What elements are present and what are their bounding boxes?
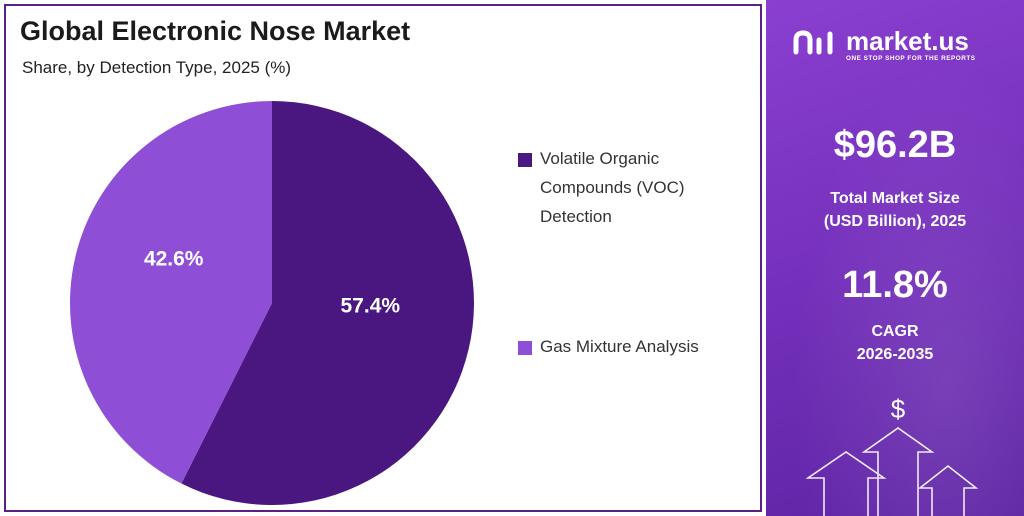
brand-tagline: ONE STOP SHOP FOR THE REPORTS: [846, 55, 976, 62]
cagr-label: CAGR: [871, 323, 919, 340]
brand-name: market.us: [846, 26, 969, 56]
chart-panel: Global Electronic Nose Market Share, by …: [4, 4, 762, 512]
arrows-decoration: $: [805, 394, 979, 516]
chart-subtitle: Share, by Detection Type, 2025 (%): [22, 58, 291, 78]
market-size-label-2: (USD Billion), 2025: [823, 213, 967, 230]
cagr-value: 11.8%: [842, 264, 948, 306]
dollar-icon: $: [891, 394, 906, 424]
legend-item-voc: Volatile Organic Compounds (VOC) Detecti…: [518, 144, 738, 231]
pie-chart: 57.4% 42.6%: [69, 100, 475, 505]
market-size-label-1: Total Market Size: [830, 190, 960, 207]
pie-slice-gas: [69, 100, 272, 484]
legend-label-voc-line2: Compounds (VOC): [540, 178, 685, 197]
legend-swatch-gas: [518, 341, 532, 355]
subtitle-suffix: , 2025 (%): [212, 58, 292, 77]
subtitle-dimension: Detection Type: [99, 58, 213, 77]
cagr-period: 2026-2035: [856, 346, 934, 363]
stats-panel: $ market.us ONE STOP SHOP FOR THE REPORT…: [766, 0, 1024, 516]
arrow-up-icon: [861, 427, 935, 516]
legend-swatch-voc: [518, 153, 532, 167]
brand-logo: market.us ONE STOP SHOP FOR THE REPORTS: [792, 24, 1012, 64]
arrow-up-icon: [805, 451, 887, 516]
market-size-value: $96.2B: [833, 124, 957, 166]
legend-item-gas: Gas Mixture Analysis: [518, 332, 738, 361]
pie-data-label-voc: 57.4%: [341, 294, 401, 317]
legend-label-voc-line3: Detection: [540, 207, 612, 226]
legend-label-gas: Gas Mixture Analysis: [540, 337, 699, 356]
pie-data-label-gas: 42.6%: [144, 248, 204, 271]
market-us-logo-icon: [793, 30, 833, 55]
subtitle-prefix: Share, by: [22, 58, 100, 77]
pie-slice-voc: [181, 101, 475, 505]
legend-label-voc-line1: Volatile Organic: [540, 149, 660, 168]
chart-title: Global Electronic Nose Market: [20, 16, 411, 46]
legend-label-voc: Volatile Organic Compounds (VOC) Detecti…: [518, 144, 738, 231]
arrow-up-icon: [917, 464, 979, 516]
